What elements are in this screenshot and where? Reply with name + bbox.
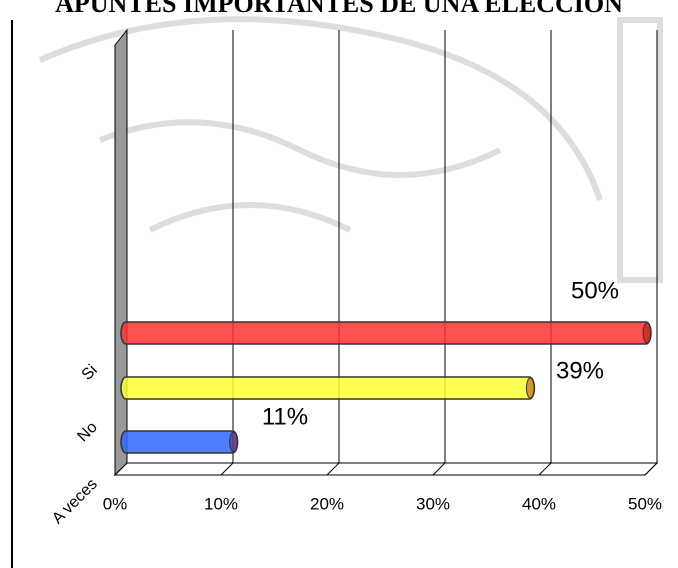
watermark — [38, 16, 663, 283]
bar — [120, 321, 652, 345]
side-wall — [114, 28, 128, 477]
chart-title: APUNTES IMPORTANTES DE UNA ELECCION — [55, 0, 623, 18]
x-tick-label: 40% — [522, 494, 556, 513]
bar-cap — [642, 322, 652, 344]
category-label: No — [74, 419, 101, 446]
tick-mark — [326, 462, 340, 476]
bar — [120, 376, 536, 400]
tick-mark — [220, 462, 234, 476]
category-label: Si — [79, 362, 101, 384]
bar-cap — [525, 377, 535, 399]
tick-mark — [538, 462, 552, 476]
bar-cap — [229, 431, 239, 453]
x-tick-label: 10% — [204, 494, 238, 513]
value-label: 11% — [262, 403, 308, 430]
bar — [120, 430, 239, 454]
x-tick-label: 0% — [103, 494, 128, 513]
x-tick-label: 20% — [310, 494, 344, 513]
value-label: 50% — [571, 277, 619, 304]
x-tick-label: 50% — [628, 494, 662, 513]
floor — [113, 462, 659, 476]
value-label: 39% — [556, 357, 604, 384]
tick-mark — [114, 462, 128, 476]
tick-mark — [432, 462, 446, 476]
x-tick-label: 30% — [416, 494, 450, 513]
tick-mark — [644, 462, 658, 476]
category-label: A veces — [49, 476, 101, 528]
